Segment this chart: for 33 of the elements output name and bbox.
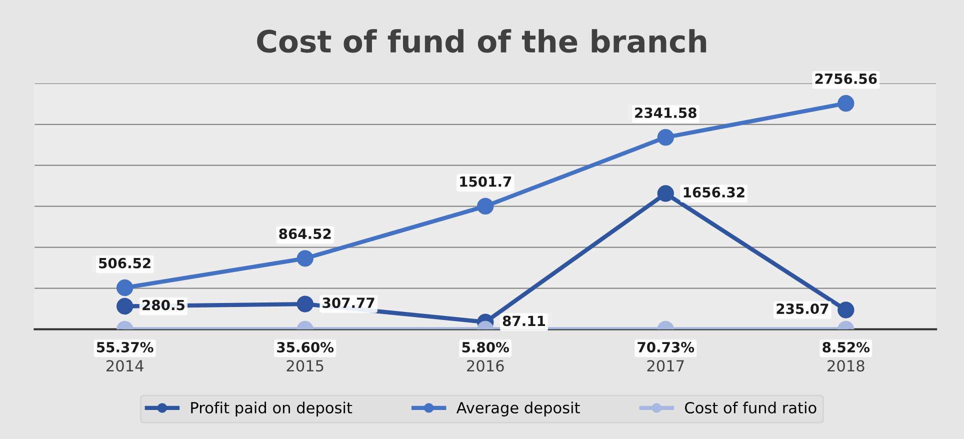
data-label: 8.52% [822,342,870,352]
data-label: 506.52 [99,258,150,268]
x-tick-label: 2014 [106,360,144,372]
point [838,95,854,112]
x-tick-label: 2018 [828,360,864,372]
data-label: 307.77 [322,298,374,308]
data-label: 2341.58 [635,108,696,118]
point [116,298,134,315]
data-label: 2756.56 [815,73,877,84]
data-label: 235.07 [776,304,828,314]
x-tick-label: 2015 [286,360,324,372]
x-tick-label: 2016 [467,360,504,372]
chart-title: Cost of fund of the branch [257,29,706,53]
data-label: 55.37% [96,342,154,352]
point [657,185,674,202]
point [296,296,314,312]
data-label: 35.60% [277,342,334,352]
legend-label: Average deposit [456,402,580,416]
point [477,198,494,215]
data-label: 70.73% [638,342,694,352]
legend-label: Cost of fund ratio [685,402,816,414]
point [657,129,674,146]
point [296,250,314,267]
data-label: 1656.32 [684,187,744,198]
data-label: 5.80% [462,342,510,352]
data-label: 280.5 [142,300,184,310]
data-label: 87.11 [502,316,546,326]
x-tick-label: 2017 [647,360,684,372]
point [838,302,854,318]
data-label: 864.52 [279,228,331,240]
legend-label: Profit paid on deposit [191,402,352,416]
point [116,279,134,296]
data-label: 1501.7 [460,176,512,187]
